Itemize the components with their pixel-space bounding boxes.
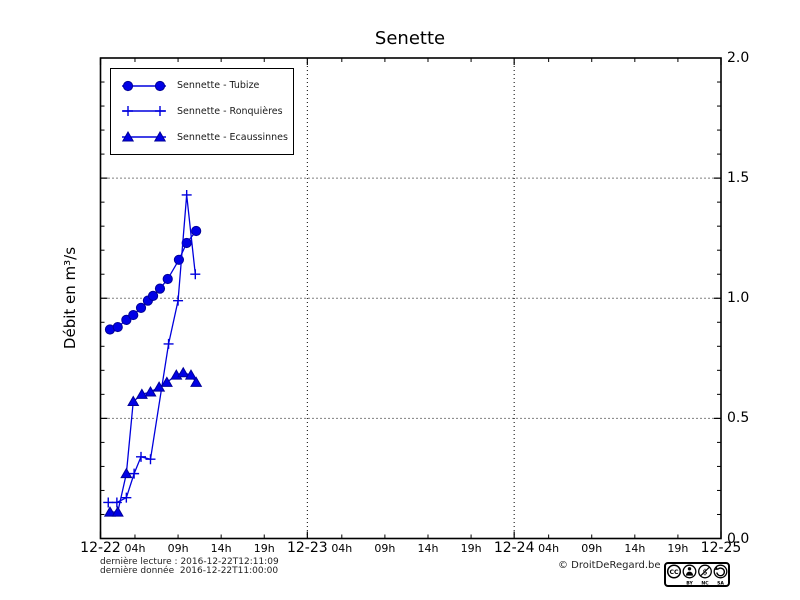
legend-entry-ecaussinnes: Sennette - Ecaussinnes bbox=[111, 126, 293, 148]
y-axis-value-label: 0.0 bbox=[727, 530, 750, 547]
y-axis-value-label: 2.0 bbox=[727, 50, 750, 66]
series-line-plus bbox=[108, 194, 196, 504]
y-axis-label: Débit en m³/s bbox=[61, 246, 79, 350]
series-markers-plus bbox=[103, 189, 201, 508]
y-axis-value-label: 0.5 bbox=[727, 410, 750, 427]
x-axis-hour-label: 19h bbox=[460, 542, 482, 555]
x-axis-hour-label: 04h bbox=[538, 542, 560, 555]
last-read-timestamp: dernière lecture : 2016-12-22T12:11:09 bbox=[100, 557, 279, 567]
legend-entry-tubize: Sennette - Tubize bbox=[111, 75, 293, 97]
cc-icon: CC bbox=[666, 564, 682, 579]
last-data-timestamp: dernière donnée 2016-12-22T11:00:00 bbox=[100, 566, 279, 576]
non-commercial-icon: $ bbox=[698, 564, 712, 579]
legend-label-ecaussinnes: Sennette - Ecaussinnes bbox=[177, 131, 288, 143]
legend-box: Sennette - Tubize Sennette - Ronquières … bbox=[110, 68, 294, 155]
x-axis-hour-label: 04h bbox=[331, 542, 353, 555]
x-axis-day-label: 12-22 bbox=[80, 540, 121, 556]
svg-text:CC: CC bbox=[669, 569, 679, 576]
x-axis-day-label: 12-23 bbox=[286, 540, 328, 556]
legend-label-ronquieres: Sennette - Ronquières bbox=[177, 105, 283, 117]
cc-by-nc-sa-badge[interactable]: CC $ BY NC SA bbox=[664, 562, 730, 587]
x-axis-day-label: 12-25 bbox=[700, 540, 742, 556]
x-axis-hour-label: 19h bbox=[253, 542, 275, 555]
copyright-text: © DroitDeRegard.be bbox=[558, 560, 661, 571]
plus-line-marker-icon bbox=[122, 106, 166, 117]
series-markers-circle bbox=[104, 225, 202, 335]
x-axis-hour-label: 14h bbox=[417, 542, 439, 555]
series-markers-triangle bbox=[103, 366, 203, 517]
svg-text:NC: NC bbox=[701, 581, 709, 587]
legend-label-tubize: Sennette - Tubize bbox=[177, 80, 260, 92]
x-axis-hour-label: 09h bbox=[167, 542, 189, 555]
y-axis-value-label: 1.5 bbox=[727, 170, 750, 187]
x-axis-hour-label: 14h bbox=[624, 542, 646, 555]
chart-title: Senette bbox=[374, 28, 446, 49]
attribution-person-icon bbox=[682, 564, 697, 579]
x-axis-hour-label: 19h bbox=[667, 542, 689, 555]
x-axis-day-label: 12-24 bbox=[493, 540, 535, 556]
y-axis-value-label: 1.0 bbox=[727, 290, 750, 307]
svg-text:BY: BY bbox=[686, 581, 693, 587]
x-axis-hour-label: 04h bbox=[124, 542, 146, 555]
triangle-line-marker-icon bbox=[121, 131, 167, 142]
legend-entry-ronquieres: Sennette - Ronquières bbox=[111, 100, 293, 122]
share-alike-icon bbox=[713, 564, 728, 579]
circle-line-marker-icon bbox=[122, 80, 166, 91]
x-axis-hour-label: 09h bbox=[374, 542, 396, 555]
x-axis-hour-label: 14h bbox=[210, 542, 232, 555]
svg-text:SA: SA bbox=[717, 581, 724, 587]
x-axis-hour-label: 09h bbox=[581, 542, 603, 555]
